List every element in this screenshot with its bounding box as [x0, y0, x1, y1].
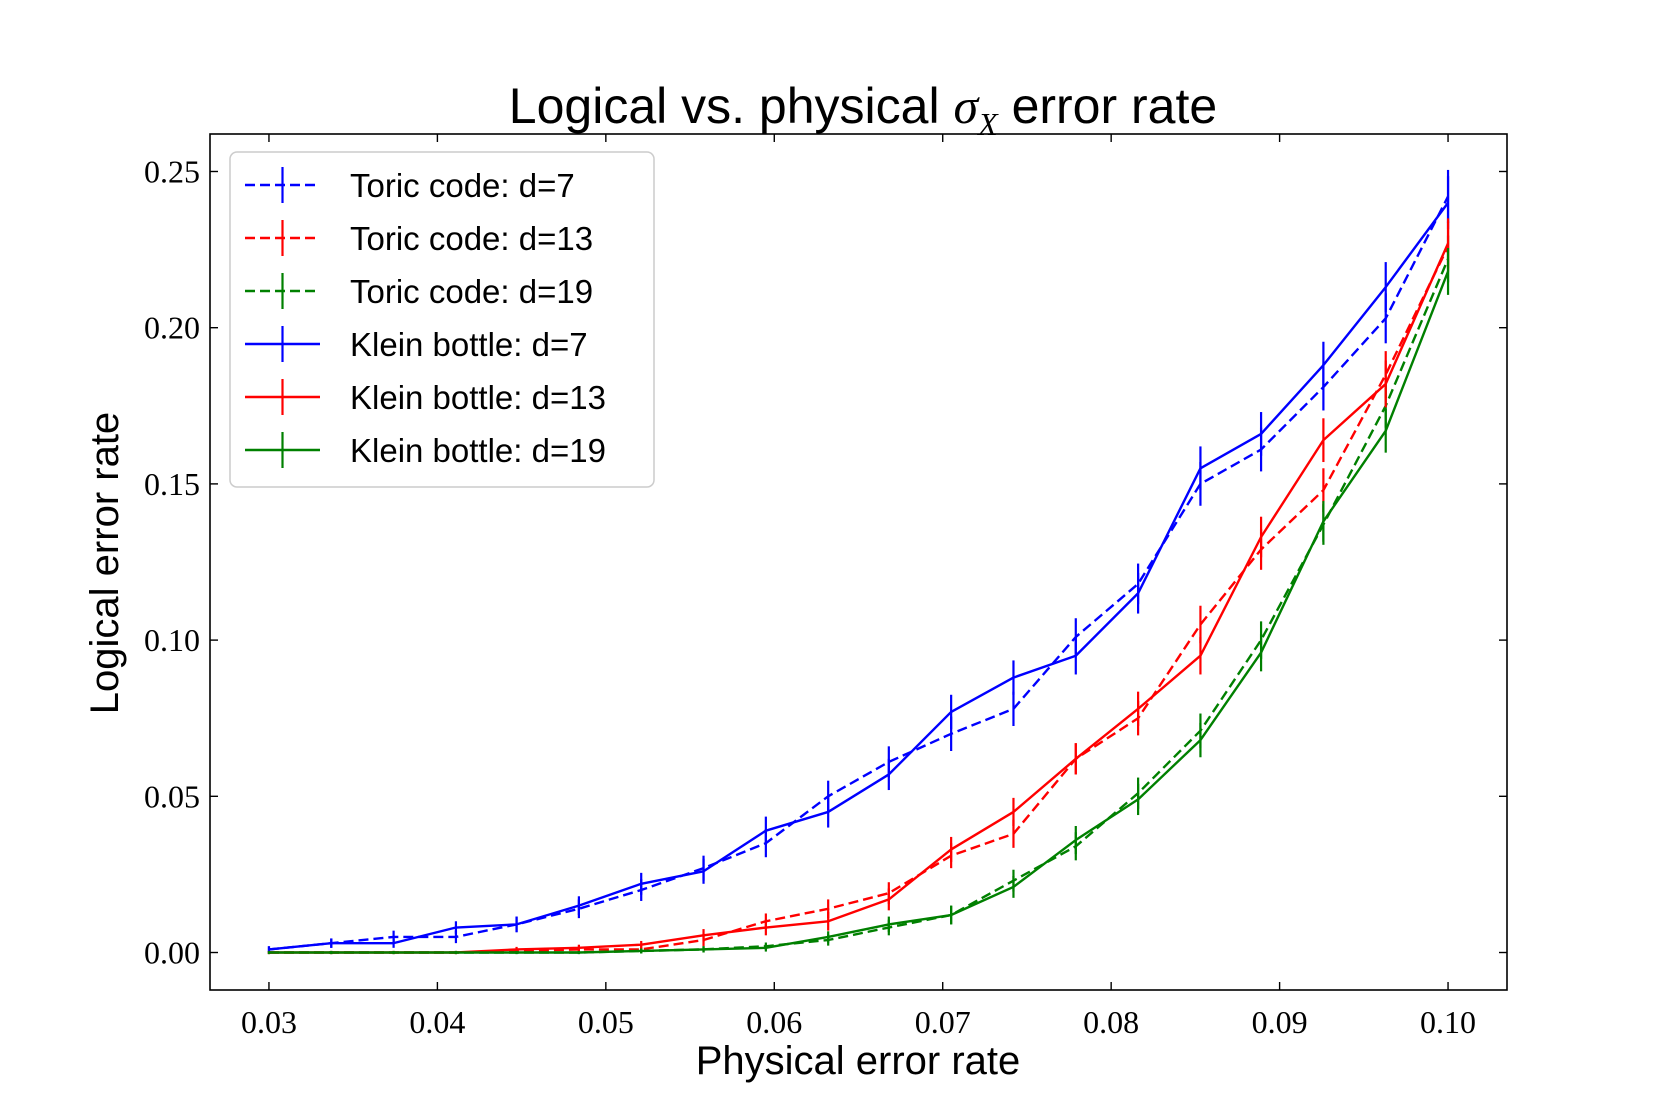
legend-label: Toric code: d=19 — [350, 273, 593, 310]
legend: Toric code: d=7 Toric code: d=13 Toric cod… — [229, 151, 655, 488]
chart-title: Logical vs. physical σX error rate — [509, 78, 1217, 142]
x-axis-ticks: 0.03 0.04 0.05 0.06 0.07 0.08 0.09 0.10 — [241, 134, 1476, 1040]
y-tick-label: 0.00 — [144, 935, 200, 971]
x-tick-label: 0.04 — [409, 1004, 465, 1040]
legend-label: Klein bottle: d=13 — [350, 379, 606, 416]
y-tick-label: 0.20 — [144, 310, 200, 346]
x-tick-label: 0.03 — [241, 1004, 297, 1040]
plot-area — [209, 133, 1508, 991]
series-layer — [267, 169, 1450, 955]
legend-item: Toric code: d=13 — [245, 220, 593, 257]
legend-item: Klein bottle: d=19 — [245, 432, 606, 469]
series-4 — [267, 176, 1450, 953]
legend-item: Klein bottle: d=7 — [245, 326, 588, 363]
x-tick-label: 0.08 — [1083, 1004, 1139, 1040]
x-tick-label: 0.10 — [1420, 1004, 1476, 1040]
y-tick-label: 0.05 — [144, 778, 200, 814]
series-line — [268, 195, 1450, 951]
legend-item: Klein bottle: d=13 — [245, 379, 606, 416]
chart-title-prefix: Logical vs. physical — [509, 78, 954, 134]
legend-label: Toric code: d=7 — [350, 167, 575, 204]
series-6 — [267, 248, 1450, 955]
legend-label: Klein bottle: d=19 — [350, 432, 606, 469]
series-line — [268, 202, 1450, 951]
legend-item: Toric code: d=7 — [245, 167, 575, 204]
y-axis-label: Logical error rate — [83, 412, 127, 714]
chart-title-symbol: σ — [953, 78, 980, 134]
legend-label: Klein bottle: d=7 — [350, 326, 588, 363]
x-axis-label: Physical error rate — [696, 1039, 1021, 1083]
y-tick-label: 0.25 — [144, 153, 200, 189]
x-tick-label: 0.06 — [746, 1004, 802, 1040]
y-tick-label: 0.10 — [144, 622, 200, 658]
chart-title-subscript: X — [976, 106, 999, 142]
x-tick-label: 0.07 — [915, 1004, 971, 1040]
x-tick-label: 0.05 — [578, 1004, 634, 1040]
series-line — [268, 271, 1450, 954]
y-tick-label: 0.15 — [144, 466, 200, 502]
chart-title-suffix: error rate — [998, 78, 1218, 134]
legend-item: Toric code: d=19 — [245, 273, 593, 310]
x-tick-label: 0.09 — [1252, 1004, 1308, 1040]
y-axis-ticks: 0.00 0.05 0.10 0.15 0.20 0.25 — [144, 153, 1507, 971]
legend-frame — [229, 151, 655, 488]
legend-label: Toric code: d=13 — [350, 220, 593, 257]
